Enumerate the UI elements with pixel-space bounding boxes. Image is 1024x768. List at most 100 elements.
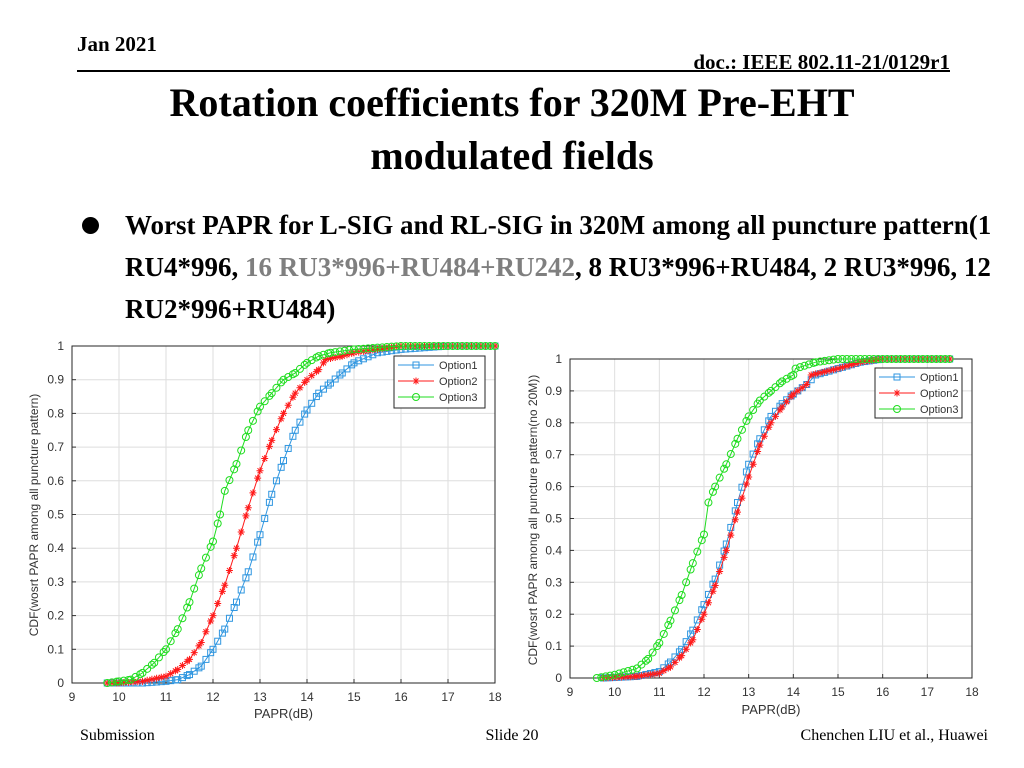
data-point [491,342,499,350]
y-tick-label: 0.2 [545,607,562,621]
data-point [878,355,887,363]
data-point [218,587,226,595]
series-line-option1 [107,345,495,684]
data-point [364,344,373,353]
data-point [120,679,128,687]
data-point [308,372,316,380]
data-point [225,566,233,574]
legend-label: Option2 [920,388,959,400]
data-point [946,355,954,363]
data-point [425,342,434,350]
data-point [260,397,269,406]
slide-title: Rotation coefficients for 320M Pre-EHT m… [60,76,964,182]
data-point [368,344,377,353]
data-point [667,663,674,671]
data-point [214,637,222,645]
data-point [825,367,833,375]
data-point [301,410,309,418]
legend-label: Option1 [439,360,478,372]
data-point [108,679,116,687]
data-point [272,383,281,392]
data-point [280,457,287,465]
data-point [467,342,476,350]
data-point [923,355,932,363]
data-point [800,361,809,370]
data-point [348,361,356,369]
data-point [666,616,675,625]
y-tick-label: 0 [57,676,64,690]
data-point [896,355,905,363]
data-point [420,342,429,350]
data-point [704,599,712,607]
data-point [359,344,368,353]
data-point [265,442,273,450]
data-point [374,345,381,353]
data-point [936,355,945,363]
bullet-dot-icon [82,217,99,234]
legend-marker [412,361,420,369]
data-point [296,384,304,392]
y-axis-label: CDF(wosrt PAPR among all puncture patter… [526,375,540,666]
data-point [225,476,234,485]
data-point [242,512,250,520]
x-tick-label: 13 [742,685,756,699]
data-point [326,348,335,357]
x-tick-label: 14 [300,690,314,704]
data-point [834,355,842,363]
legend-marker [893,389,901,397]
x-axis-label: PAPR(dB) [254,706,313,721]
data-point [816,357,825,366]
title-line-1: Rotation coefficients for 320M Pre-EHT [169,80,855,125]
data-point [256,402,264,411]
data-point [256,467,264,475]
data-point [798,384,806,392]
data-point [131,672,140,681]
data-point [434,342,443,350]
data-point [303,376,311,384]
data-point [249,489,257,497]
data-point [186,655,193,663]
data-point [720,464,729,473]
data-point [147,660,156,669]
data-point [754,448,762,456]
data-point [444,342,452,350]
data-point [693,626,701,634]
x-tick-label: 18 [965,685,979,699]
data-point [941,355,950,363]
data-point [778,403,786,411]
data-point [173,625,182,634]
data-point [731,516,739,524]
data-point [171,629,180,638]
data-point [190,649,198,657]
data-point [655,638,664,647]
data-point [201,553,210,562]
data-point [267,389,276,398]
header-date: Jan 2021 [77,32,157,56]
data-point [887,355,896,363]
data-point [406,342,415,350]
bullet-part-3: , 8 RU3*996+RU484, 2 RU3*996, 12 RU2*996… [125,252,991,324]
data-point [749,460,757,468]
data-point [637,672,645,680]
data-point [626,673,634,681]
data-point [597,673,606,682]
footer-submission: Submission [80,727,155,744]
data-point [689,636,697,644]
data-point [648,648,657,657]
data-point [697,536,706,545]
data-point [174,676,182,684]
data-point [272,477,280,485]
data-point [183,603,192,612]
data-point [742,480,750,488]
data-point [261,455,269,463]
data-point [387,342,396,351]
data-point [232,459,241,468]
data-point [838,355,847,363]
data-point [624,666,633,675]
data-point [765,423,773,431]
data-point [874,355,883,363]
data-point [343,365,351,373]
header-divider [77,70,950,72]
data-point [392,342,401,351]
data-point [253,407,262,416]
